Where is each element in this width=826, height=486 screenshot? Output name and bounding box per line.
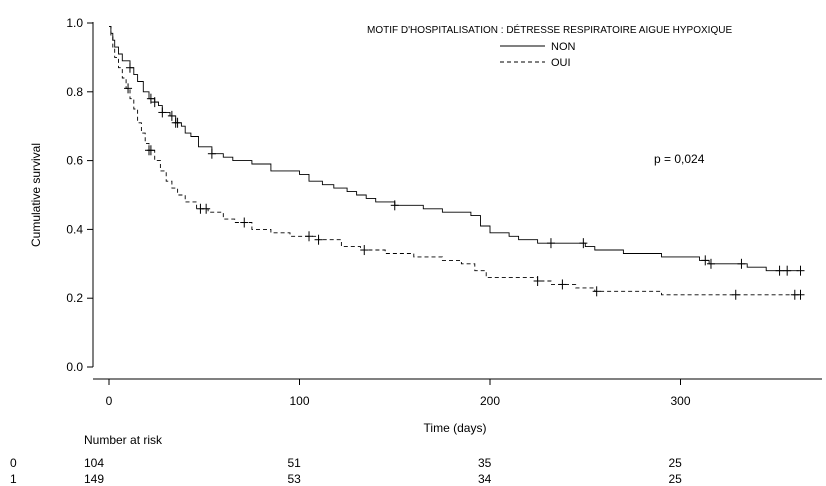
censor-mark-non xyxy=(126,63,134,73)
censor-mark-oui xyxy=(732,290,740,300)
y-tick-label: 0.6 xyxy=(66,154,83,168)
risk-table: Number at risk 0 104 51 35 25 1 149 53 34 25 xyxy=(10,433,682,486)
censor-mark-oui xyxy=(558,279,566,289)
p-value-annotation: p = 0,024 xyxy=(654,152,705,166)
legend: MOTIF D'HOSPITALISATION : DÉTRESSE RESPI… xyxy=(367,23,732,69)
legend-title: MOTIF D'HOSPITALISATION : DÉTRESSE RESPI… xyxy=(367,23,732,36)
risk-rows: 0 104 51 35 25 1 149 53 34 25 xyxy=(10,456,682,486)
legend-label-oui: OUI xyxy=(551,57,571,69)
legend-label-non: NON xyxy=(551,41,576,53)
risk-count: 25 xyxy=(669,472,683,486)
risk-count: 25 xyxy=(669,456,683,470)
censor-mark-oui xyxy=(305,231,313,241)
risk-count: 104 xyxy=(84,456,104,470)
risk-count: 149 xyxy=(84,472,104,486)
risk-count: 34 xyxy=(478,472,492,486)
censor-mark-non xyxy=(158,107,166,117)
censor-mark-non xyxy=(783,266,791,276)
y-ticks: 0.0 0.2 0.4 0.6 0.8 1.0 xyxy=(66,16,93,374)
y-tick-label: 0.4 xyxy=(66,222,83,236)
risk-count: 51 xyxy=(288,456,302,470)
x-ticks: 0 100 200 300 xyxy=(106,379,691,408)
censor-mark-oui xyxy=(534,276,542,286)
censor-mark-non xyxy=(174,118,182,128)
x-tick-label: 200 xyxy=(480,394,500,408)
risk-row-label: 1 xyxy=(10,472,17,486)
censor-mark-oui xyxy=(360,245,368,255)
x-tick-label: 300 xyxy=(670,394,690,408)
y-tick-label: 1.0 xyxy=(66,16,83,30)
censor-mark-oui xyxy=(593,286,601,296)
censor-marks-non xyxy=(126,63,805,276)
risk-row-label: 0 xyxy=(10,456,17,470)
censor-marks-oui xyxy=(124,83,804,299)
y-tick-label: 0.8 xyxy=(66,85,83,99)
censor-mark-oui xyxy=(202,204,210,214)
censor-mark-non xyxy=(737,259,745,269)
censor-mark-oui xyxy=(147,145,155,155)
censor-mark-non xyxy=(547,238,555,248)
x-axis-label: Time (days) xyxy=(424,421,487,435)
x-tick-label: 100 xyxy=(289,394,309,408)
y-tick-label: 0.0 xyxy=(66,360,83,374)
censor-mark-oui xyxy=(240,218,248,228)
risk-table-title: Number at risk xyxy=(84,433,163,447)
x-tick-label: 0 xyxy=(106,394,113,408)
risk-count: 53 xyxy=(288,472,302,486)
censor-mark-non xyxy=(797,266,805,276)
censor-mark-non xyxy=(208,149,216,159)
series-line-non xyxy=(109,26,799,270)
risk-count: 35 xyxy=(478,456,492,470)
censor-mark-oui xyxy=(124,83,132,93)
censor-mark-oui xyxy=(797,290,805,300)
y-tick-label: 0.2 xyxy=(66,291,83,305)
censor-mark-non xyxy=(776,266,784,276)
y-axis-label: Cumulative survival xyxy=(29,143,43,247)
